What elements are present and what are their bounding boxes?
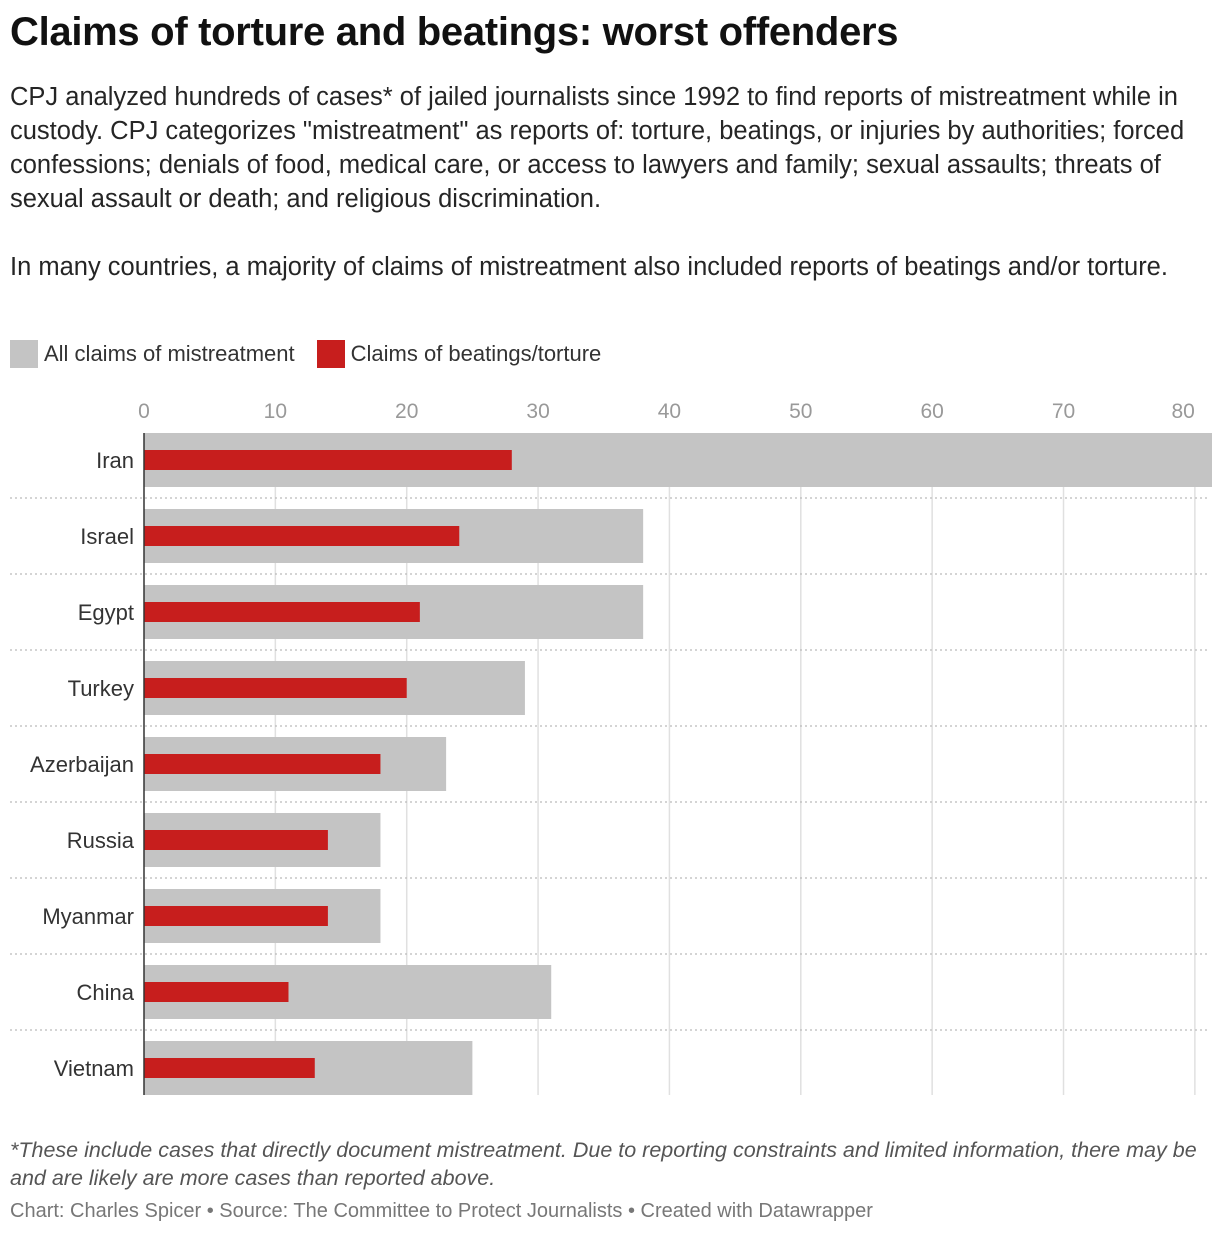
bar-beatings-iran [144, 450, 512, 470]
bar-beatings-china [144, 982, 289, 1002]
legend-item-all-claims: All claims of mistreatment [10, 340, 295, 368]
bar-beatings-turkey [144, 678, 407, 698]
legend-item-beatings: Claims of beatings/torture [316, 340, 602, 368]
description-paragraph-1: CPJ analyzed hundreds of cases* of jaile… [10, 83, 1185, 213]
bar-beatings-egypt [144, 602, 420, 622]
legend-label-all-claims: All claims of mistreatment [44, 341, 295, 366]
category-label-iran: Iran [96, 448, 134, 473]
x-tick-label-40: 40 [658, 400, 681, 423]
description-paragraph-2: In many countries, a majority of claims … [10, 253, 1168, 281]
legend-swatch-all-claims [10, 340, 38, 368]
chart-notes: *These include cases that directly docum… [10, 1138, 1197, 1190]
bar-beatings-russia [144, 830, 328, 850]
x-tick-label-10: 10 [264, 400, 287, 423]
category-label-israel: Israel [80, 524, 134, 549]
category-label-turkey: Turkey [68, 676, 134, 701]
bar-beatings-israel [144, 526, 460, 546]
x-tick-label-0: 0 [138, 400, 150, 423]
chart-title: Claims of torture and beatings: worst of… [10, 10, 899, 54]
category-label-azerbaijan: Azerbaijan [30, 752, 134, 777]
bar-beatings-myanmar [144, 906, 328, 926]
chart-byline: Chart: Charles Spicer • Source: The Comm… [10, 1200, 873, 1222]
chart-description: CPJ analyzed hundreds of cases* of jaile… [10, 80, 1215, 284]
x-tick-label-50: 50 [789, 400, 812, 423]
chart-legend: All claims of mistreatment Claims of bea… [10, 340, 623, 368]
category-label-egypt: Egypt [78, 600, 134, 625]
x-tick-label-80: 80 [1172, 400, 1195, 423]
x-tick-label-70: 70 [1052, 400, 1075, 423]
bar-chart: 0 10 20 30 40 50 60 70 80 Iran Israel Egypt Turkey Az… [10, 400, 1212, 1095]
x-tick-label-60: 60 [920, 400, 943, 423]
category-label-china: China [77, 980, 135, 1005]
x-tick-label-30: 30 [526, 400, 549, 423]
category-label-russia: Russia [67, 828, 135, 853]
legend-swatch-beatings [316, 340, 345, 368]
category-label-vietnam: Vietnam [54, 1056, 134, 1081]
legend-label-beatings: Claims of beatings/torture [350, 341, 602, 366]
x-tick-label-20: 20 [395, 400, 418, 423]
category-label-myanmar: Myanmar [42, 904, 134, 929]
bar-beatings-azerbaijan [144, 754, 381, 774]
bar-beatings-vietnam [144, 1058, 315, 1078]
